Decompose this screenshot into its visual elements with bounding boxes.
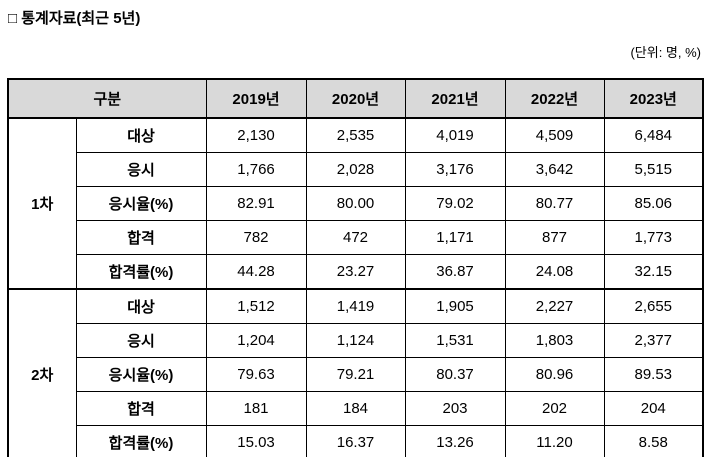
table-cell: 24.08 — [504, 254, 605, 290]
table-header-row: 구분 2019년 2020년 2021년 2022년 2023년 — [7, 78, 704, 119]
table-cell: 23.27 — [305, 254, 406, 290]
table-cell: 2,377 — [603, 323, 704, 358]
table-cell: 1,419 — [305, 288, 406, 324]
table-cell: 6,484 — [603, 117, 704, 153]
table-cell: 1,512 — [205, 288, 307, 324]
header-year-2021: 2021년 — [404, 78, 506, 119]
table-cell: 184 — [305, 391, 406, 426]
table-cell: 2,130 — [205, 117, 307, 153]
table-row: 2차 대상 1,512 1,419 1,905 2,227 2,655 — [7, 288, 704, 457]
table-cell: 89.53 — [603, 357, 704, 392]
row-label: 합격 — [75, 391, 207, 426]
table-cell: 1,803 — [504, 323, 605, 358]
section-label-2cha: 2차 — [7, 288, 77, 457]
row-label: 합격률(%) — [75, 425, 207, 457]
statistics-table: 구분 2019년 2020년 2021년 2022년 2023년 1차 대상 2… — [7, 78, 705, 457]
table-cell: 16.37 — [305, 425, 406, 457]
table-cell: 15.03 — [205, 425, 307, 457]
table-cell: 79.63 — [205, 357, 307, 392]
header-year-2019: 2019년 — [205, 78, 307, 119]
table-cell: 181 — [205, 391, 307, 426]
row-label: 대상 — [75, 117, 207, 153]
table-cell: 82.91 — [205, 186, 307, 221]
row-label: 합격 — [75, 220, 207, 255]
header-year-2022: 2022년 — [504, 78, 605, 119]
table-row: 1차 대상 2,130 2,535 4,019 4,509 6,484 — [7, 117, 704, 290]
section-label-1cha: 1차 — [7, 117, 77, 290]
table-row: 합격 782 472 1,171 877 1,773 — [8, 220, 704, 255]
table-cell: 204 — [603, 391, 704, 426]
row-label: 응시율(%) — [75, 357, 207, 392]
table-row: 합격 181 184 203 202 204 — [8, 391, 704, 426]
table-cell: 1,124 — [305, 323, 406, 358]
table-cell: 877 — [504, 220, 605, 255]
table-cell: 44.28 — [205, 254, 307, 290]
table-cell: 85.06 — [603, 186, 704, 221]
header-year-2023: 2023년 — [603, 78, 704, 119]
table-cell: 36.87 — [404, 254, 506, 290]
table-cell: 80.37 — [404, 357, 506, 392]
table-cell: 2,227 — [504, 288, 605, 324]
table-cell: 80.96 — [504, 357, 605, 392]
table-row: 합격률(%) 44.28 23.27 36.87 24.08 32.15 — [8, 254, 704, 290]
row-label: 합격률(%) — [75, 254, 207, 290]
table-cell: 2,655 — [603, 288, 704, 324]
table-cell: 11.20 — [504, 425, 605, 457]
table-cell: 79.21 — [305, 357, 406, 392]
table-cell: 1,905 — [404, 288, 506, 324]
table-cell: 80.00 — [305, 186, 406, 221]
table-row: 응시 1,204 1,124 1,531 1,803 2,377 — [8, 323, 704, 358]
table-cell: 8.58 — [603, 425, 704, 457]
table-cell: 79.02 — [404, 186, 506, 221]
table-cell: 4,019 — [404, 117, 506, 153]
table-cell: 2,028 — [305, 152, 406, 187]
header-category: 구분 — [7, 78, 207, 119]
table-row: 응시율(%) 79.63 79.21 80.37 80.96 89.53 — [8, 357, 704, 392]
table-cell: 3,642 — [504, 152, 605, 187]
unit-note: (단위: 명, %) — [630, 45, 701, 60]
table-row: 합격률(%) 15.03 16.37 13.26 11.20 8.58 — [8, 425, 704, 457]
row-label: 응시 — [75, 323, 207, 358]
table-cell: 13.26 — [404, 425, 506, 457]
table-cell: 80.77 — [504, 186, 605, 221]
header-year-2020: 2020년 — [305, 78, 406, 119]
table-cell: 5,515 — [603, 152, 704, 187]
table-cell: 1,204 — [205, 323, 307, 358]
table-cell: 202 — [504, 391, 605, 426]
page-title: □ 통계자료(최근 5년) — [8, 10, 141, 27]
row-label: 대상 — [75, 288, 207, 324]
table-cell: 203 — [404, 391, 506, 426]
table-cell: 32.15 — [603, 254, 704, 290]
table-cell: 4,509 — [504, 117, 605, 153]
table-cell: 1,171 — [404, 220, 506, 255]
table-cell: 1,773 — [603, 220, 704, 255]
table-row: 응시율(%) 82.91 80.00 79.02 80.77 85.06 — [8, 186, 704, 221]
table-row: 응시 1,766 2,028 3,176 3,642 5,515 — [8, 152, 704, 187]
table-cell: 3,176 — [404, 152, 506, 187]
table-cell: 782 — [205, 220, 307, 255]
row-label: 응시율(%) — [75, 186, 207, 221]
table-cell: 1,766 — [205, 152, 307, 187]
table-cell: 1,531 — [404, 323, 506, 358]
row-label: 응시 — [75, 152, 207, 187]
table-cell: 472 — [305, 220, 406, 255]
table-cell: 2,535 — [305, 117, 406, 153]
